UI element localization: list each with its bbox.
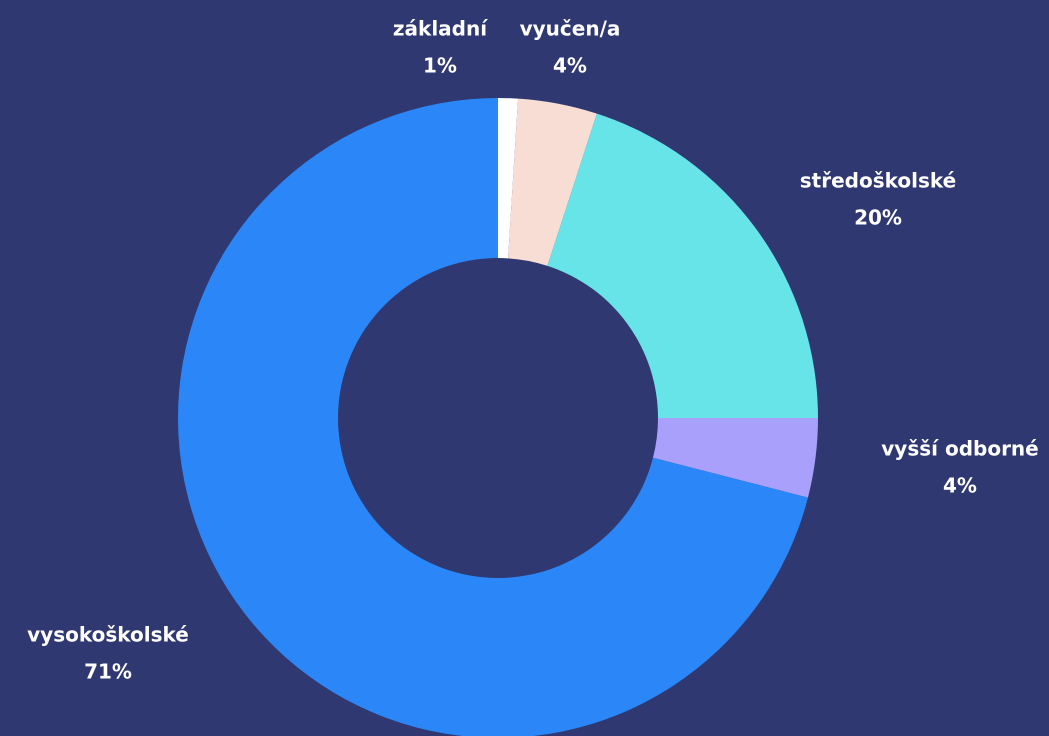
segment-value: 1%	[423, 54, 457, 78]
segment-value: 20%	[854, 206, 902, 230]
segment-label: středoškolské	[800, 169, 956, 193]
segment-label: základní	[393, 17, 488, 41]
segment-label: vysokoškolské	[27, 623, 189, 647]
donut-segment	[498, 98, 519, 259]
segment-label: vyšší odborné	[881, 437, 1038, 461]
segment-value: 4%	[553, 54, 587, 78]
donut-segment	[547, 113, 818, 418]
donut-segment	[508, 98, 597, 266]
segment-value: 4%	[943, 474, 977, 498]
donut-segment	[652, 418, 818, 498]
donut-segment	[178, 98, 808, 736]
segment-label: vyučen/a	[520, 17, 621, 41]
segment-value: 71%	[84, 660, 132, 684]
